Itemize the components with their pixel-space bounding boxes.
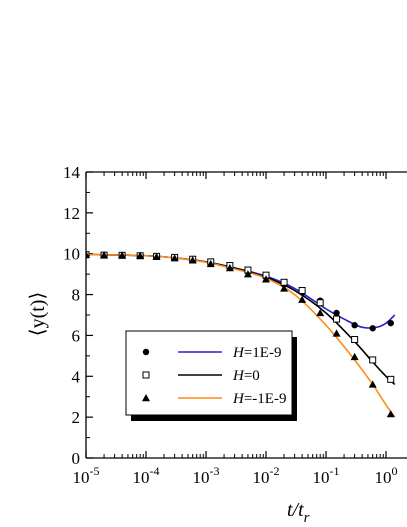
y-tick-label: 0 [72,449,81,468]
series-layer [86,250,396,418]
series-3-point [152,252,161,260]
series-3-point [136,251,145,259]
y-tick-label: 8 [72,286,81,305]
y-ticks: 0 2 4 6 8 10 12 14 [63,163,93,468]
y-axis-title: ⟨y(t)⟩ [27,292,49,336]
series-3-point [262,275,270,283]
x-tick-label: 10-4 [133,464,160,487]
series-1 [86,253,396,329]
x-tick-label: 100 [375,464,398,487]
legend-marker-1 [142,348,150,356]
series-3-point [368,380,377,388]
legend-box [125,330,293,416]
x-tick-label: 10-1 [313,464,340,487]
series-2-point [333,315,341,323]
series-1-line [86,253,396,329]
x-tick-label: 10-3 [193,464,220,487]
y-tick-label: 2 [72,408,81,427]
series-3-point [350,352,359,361]
series-1-point [369,325,376,332]
x-axis-title-main: t/t [287,499,304,521]
series-2-point [280,278,288,286]
x-ticks: 10-5 10-4 10-3 10-2 10-1 100 [73,172,398,487]
y-tick-label: 6 [72,326,81,345]
series-3-point [170,254,179,262]
y-tick-label: 14 [63,163,81,182]
series-3-markers [86,250,395,418]
series-1-point [351,322,358,329]
legend-marker-3 [142,394,150,402]
series-3-point [100,251,109,259]
series-3-point [243,270,252,278]
x-tick-label: 10-2 [253,464,280,487]
series-2-point [316,299,324,307]
series-2-point [298,286,306,294]
x-axis-title: t/tr [287,499,310,526]
series-3-point [86,250,90,258]
legend: H=1E-9 H=0 H=-1E-9 [125,330,297,421]
series-3-point [206,259,215,268]
y-tick-label: 4 [72,367,81,386]
series-3-point [188,256,197,264]
series-1-point [333,309,340,317]
series-3-point [225,264,234,272]
series-2-point [387,375,395,383]
legend-label-1: H=1E-9 [232,345,281,361]
series-2-point [369,356,377,364]
y-tick-label: 10 [63,245,80,264]
series-1-markers [86,251,394,332]
series-3-point [386,410,395,418]
x-tick-label: 10-5 [73,464,100,487]
series-2-point [351,336,359,344]
series-3-point [316,308,325,317]
legend-label-2: H=0 [232,368,260,384]
series-3-point [280,284,289,292]
x-axis-title-sub: r [304,510,310,526]
series-1-point [387,319,394,327]
legend-label-3: H=-1E-9 [232,391,286,407]
legend-marker-2 [142,371,150,379]
series-3-point [298,295,307,303]
y-tick-label: 12 [63,204,80,223]
series-3-point [332,329,341,337]
series-3-point [118,251,127,259]
